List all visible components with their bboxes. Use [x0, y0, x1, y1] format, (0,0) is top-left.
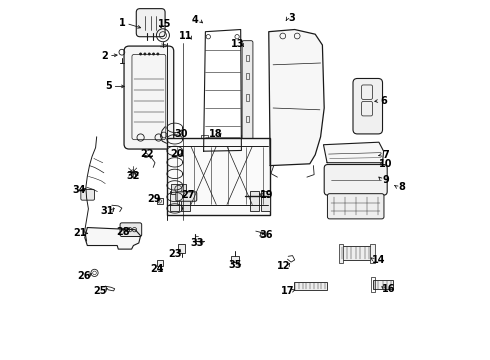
Text: 9: 9 [383, 175, 390, 185]
Text: 28: 28 [117, 227, 130, 237]
Text: 32: 32 [126, 171, 140, 181]
Text: 1: 1 [119, 18, 125, 28]
Text: 21: 21 [74, 228, 87, 238]
Text: 6: 6 [380, 96, 387, 106]
Bar [83, 189, 92, 195]
Bar [170, 191, 179, 211]
Text: 2: 2 [101, 51, 108, 61]
FancyBboxPatch shape [353, 78, 383, 134]
Polygon shape [269, 30, 324, 166]
Bar [339, 244, 343, 263]
Bar [245, 116, 249, 122]
Circle shape [157, 53, 159, 55]
Text: 26: 26 [77, 271, 91, 282]
Text: 10: 10 [379, 159, 393, 169]
Circle shape [144, 53, 146, 55]
Bar [245, 73, 249, 79]
Text: 7: 7 [383, 150, 390, 160]
Bar [245, 138, 249, 144]
Circle shape [130, 170, 135, 174]
Text: 12: 12 [277, 261, 291, 271]
Text: 31: 31 [101, 206, 114, 216]
Text: 13: 13 [231, 39, 245, 49]
FancyBboxPatch shape [324, 165, 387, 195]
FancyBboxPatch shape [176, 192, 197, 201]
Polygon shape [85, 228, 141, 249]
Bar [250, 191, 259, 211]
Text: 17: 17 [281, 286, 294, 296]
Bar [181, 191, 190, 211]
Bar [242, 135, 248, 142]
Circle shape [148, 53, 150, 55]
FancyBboxPatch shape [136, 9, 165, 37]
Text: 30: 30 [174, 129, 188, 139]
Bar [245, 55, 249, 61]
Bar [201, 135, 208, 142]
Bar [231, 256, 239, 262]
FancyBboxPatch shape [124, 46, 174, 149]
Text: 11: 11 [179, 31, 193, 41]
Text: 27: 27 [181, 190, 195, 200]
Bar [171, 184, 186, 194]
Text: 23: 23 [168, 249, 182, 259]
Bar [371, 277, 374, 292]
Bar [373, 280, 392, 289]
Text: 29: 29 [147, 194, 161, 204]
Bar [294, 282, 327, 290]
Text: 34: 34 [72, 185, 85, 195]
Text: 16: 16 [382, 284, 396, 294]
Bar [370, 244, 374, 263]
Text: 15: 15 [158, 19, 172, 30]
Text: 5: 5 [105, 81, 112, 91]
Circle shape [152, 53, 155, 55]
FancyBboxPatch shape [242, 41, 253, 163]
Bar [245, 94, 249, 101]
Text: 8: 8 [398, 182, 405, 192]
Text: 35: 35 [228, 260, 242, 270]
Bar [261, 191, 270, 211]
FancyBboxPatch shape [327, 194, 384, 219]
Text: 20: 20 [170, 149, 183, 159]
Text: 3: 3 [289, 13, 295, 23]
Bar [157, 198, 163, 204]
Text: 4: 4 [191, 15, 198, 25]
Text: 18: 18 [209, 129, 222, 139]
Text: 36: 36 [259, 230, 272, 240]
Text: 24: 24 [150, 264, 164, 274]
Polygon shape [323, 142, 384, 163]
FancyBboxPatch shape [81, 189, 95, 200]
Bar [178, 244, 185, 253]
Circle shape [140, 53, 142, 55]
Bar [167, 138, 270, 215]
Bar [157, 260, 163, 266]
FancyBboxPatch shape [120, 223, 142, 237]
Text: 33: 33 [191, 238, 204, 248]
Bar [341, 246, 371, 260]
Text: 25: 25 [94, 286, 107, 296]
Text: 22: 22 [140, 149, 154, 159]
Text: 19: 19 [260, 190, 273, 200]
Text: 14: 14 [371, 255, 385, 265]
